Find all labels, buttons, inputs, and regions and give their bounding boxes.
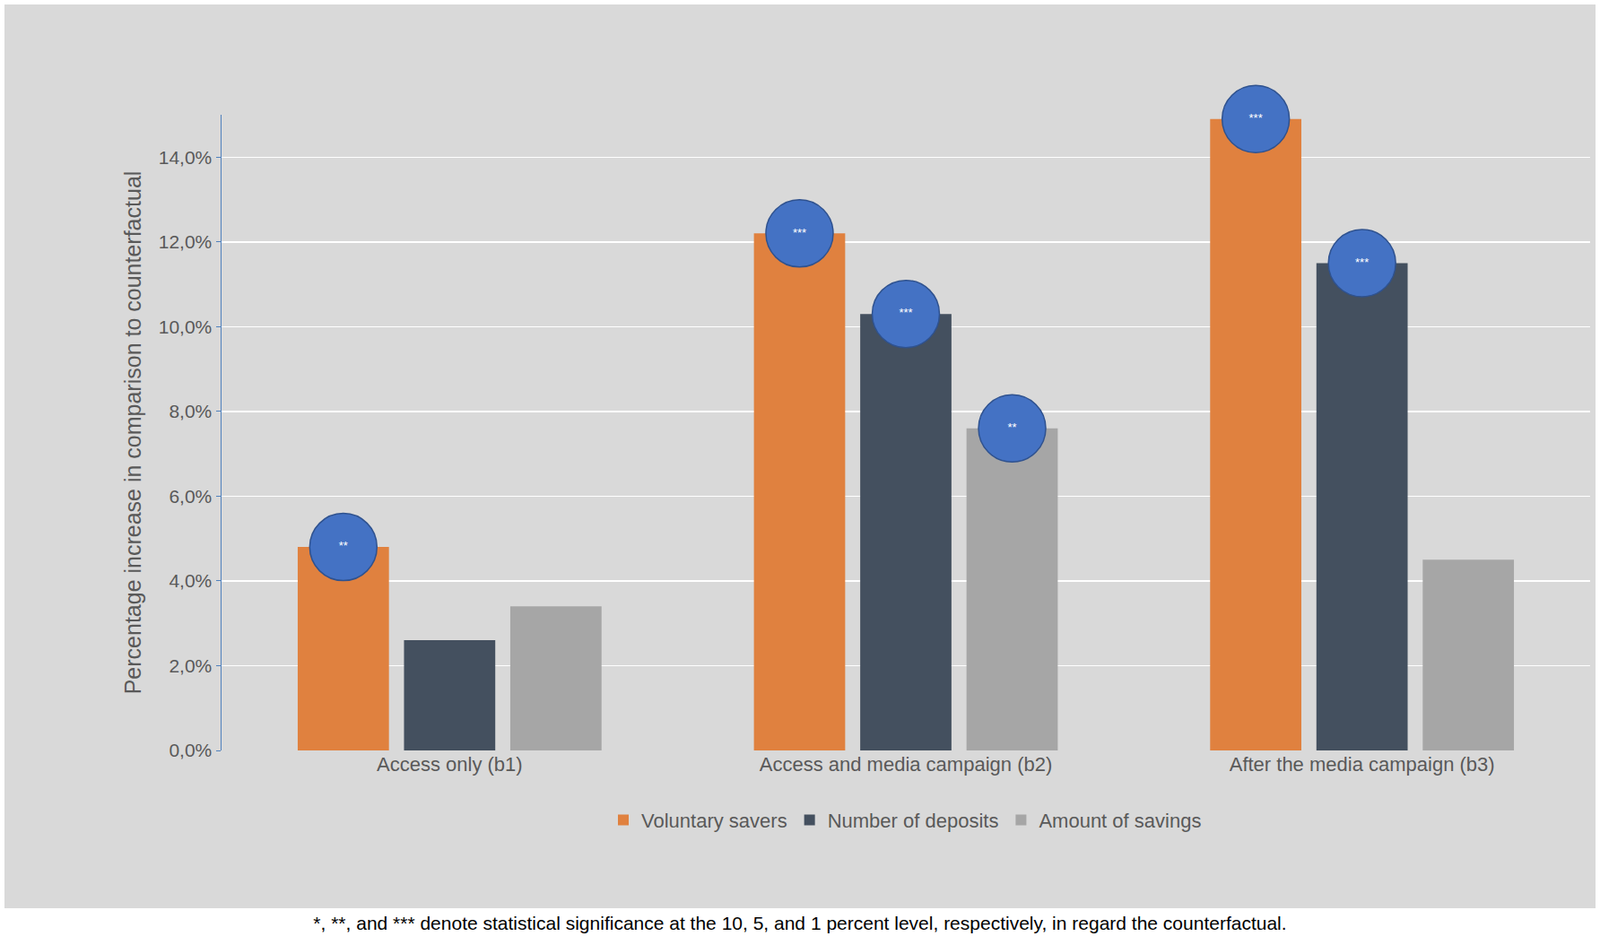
html-text:*, **, and *** denote statisti: *, **, and *** denote statistical signif… — [313, 913, 1287, 934]
svg-text:***: *** — [1355, 255, 1369, 270]
svg-text:Access only (b1): Access only (b1) — [376, 753, 523, 776]
svg-text:Voluntary savers: Voluntary savers — [641, 809, 788, 833]
svg-text:Amount of savings: Amount of savings — [1038, 809, 1201, 833]
svg-text:12,0%: 12,0% — [158, 231, 213, 253]
svg-text:0,0%: 0,0% — [168, 739, 212, 761]
svg-text:6,0%: 6,0% — [168, 486, 212, 507]
svg-text:Access and media campaign (b2): Access and media campaign (b2) — [759, 753, 1053, 776]
svg-text:***: *** — [898, 305, 913, 320]
svg-text:2,0%: 2,0% — [168, 655, 212, 677]
svg-text:8,0%: 8,0% — [168, 400, 212, 422]
svg-text:**: ** — [1007, 420, 1017, 435]
svg-text:4,0%: 4,0% — [168, 570, 212, 592]
svg-text:14,0%: 14,0% — [158, 147, 213, 168]
svg-text:Number of deposits: Number of deposits — [827, 809, 1000, 833]
svg-text:***: *** — [1249, 111, 1263, 125]
svg-text:Percentage increase in compari: Percentage increase in comparison to cou… — [120, 171, 146, 696]
svg-text:**: ** — [339, 539, 348, 553]
svg-text:***: *** — [792, 226, 807, 240]
svg-text:After the media campaign (b3): After the media campaign (b3) — [1229, 753, 1496, 776]
svg-text:10,0%: 10,0% — [158, 316, 213, 338]
